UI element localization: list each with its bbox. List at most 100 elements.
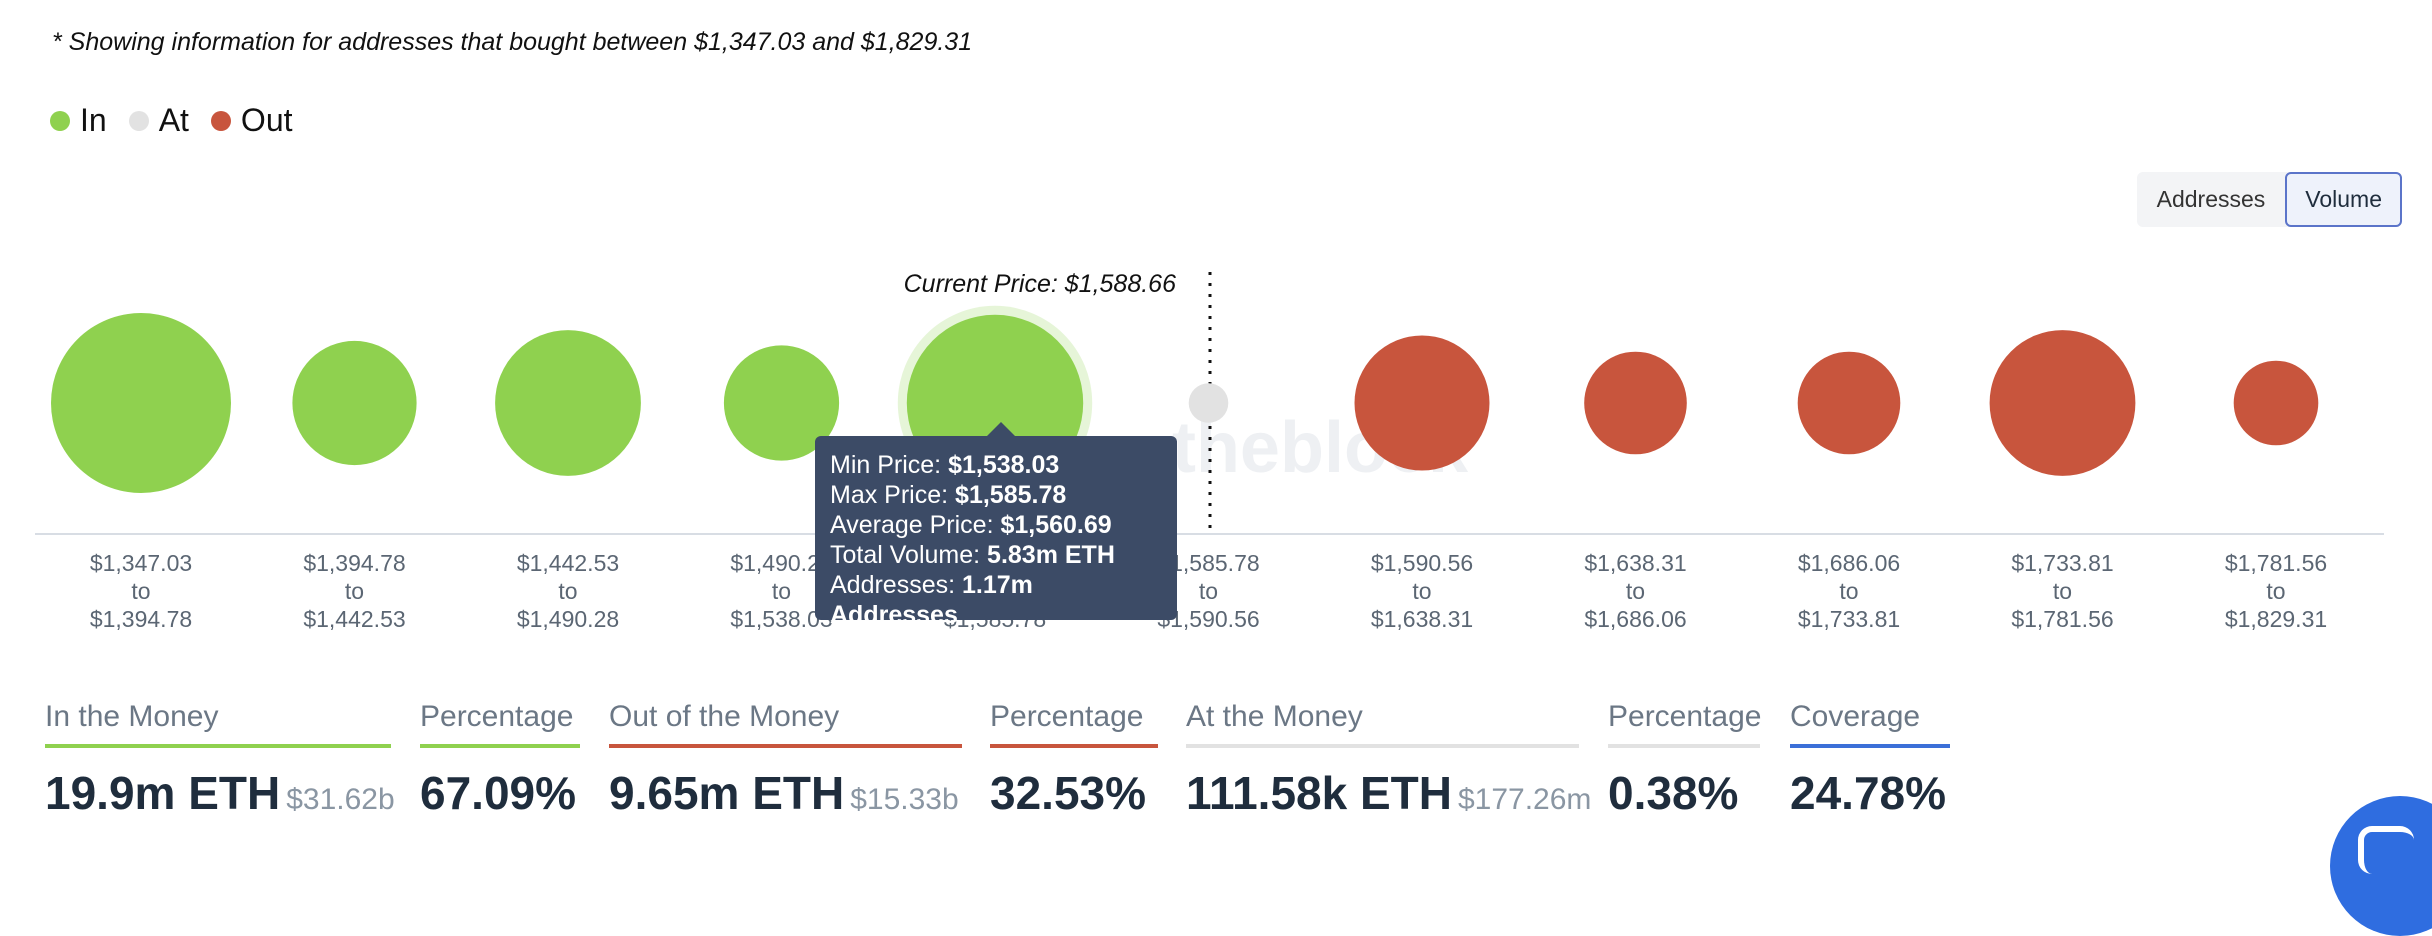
stats-row: In the Money 19.9m ETH $31.62b Percentage… (0, 700, 2432, 871)
stat-out-pct-bar (990, 744, 1158, 748)
x-label: $1,686.06 (1584, 606, 1686, 632)
bubble-in[interactable] (723, 345, 840, 461)
legend: In At Out (50, 102, 303, 139)
stat-out-amount: 9.65m ETH (609, 767, 845, 819)
tooltip-addr-value: 1.17m Addresses (830, 571, 1033, 629)
bubble-out[interactable] (1584, 351, 1687, 455)
x-label: to (1626, 578, 1645, 604)
tooltip-vol-label: Total Volume: (830, 541, 981, 569)
tooltip-min-value: $1,538.03 (948, 451, 1060, 479)
stat-in-value: 19.9m ETH $31.62b (45, 766, 395, 820)
x-label: $1,781.56 (2011, 606, 2113, 632)
x-label: $1,733.81 (1798, 606, 1900, 632)
tooltip-addr-label: Addresses: (830, 571, 956, 599)
stat-at-label: At the Money (1186, 700, 1363, 733)
legend-item-out[interactable]: Out (210, 102, 293, 139)
tooltip-max-value: $1,585.78 (955, 481, 1067, 509)
legend-label-at: At (158, 102, 189, 138)
tooltip: Min Price: $1,538.03 Max Price: $1,585.7… (815, 422, 1177, 629)
stat-out-value: 9.65m ETH $15.33b (609, 766, 962, 820)
range-note: * Showing information for addresses that… (52, 28, 973, 56)
x-label: $1,442.53 (517, 550, 619, 576)
bubble-out[interactable] (1354, 335, 1490, 471)
x-label: $1,781.56 (2225, 550, 2327, 576)
legend-dot-in (50, 110, 70, 131)
stat-in-usd: $31.62b (286, 783, 395, 816)
stat-at-value: 111.58k ETH $177.26m (1186, 766, 1591, 820)
stat-out-pct-label: Percentage (990, 700, 1144, 733)
x-label: $1,394.78 (303, 550, 405, 576)
stat-in-bar (45, 744, 391, 748)
x-label: $1,394.78 (90, 606, 192, 632)
x-label: to (131, 578, 150, 604)
bubble-out[interactable] (2233, 360, 2319, 446)
bubble-in[interactable] (292, 340, 417, 466)
bubble-chart: theblock Current Price: $1,588.66 $1,347… (35, 270, 2384, 632)
stat-coverage-bar (1790, 744, 1950, 748)
legend-dot-out (210, 110, 231, 131)
tooltip-avg-value: $1,560.69 (1000, 511, 1112, 539)
stat-in-the-money: In the Money 19.9m ETH $31.62b (45, 700, 395, 820)
stat-coverage-label: Coverage (1790, 700, 1921, 733)
stat-out-percentage: Percentage 32.53% (990, 700, 1158, 820)
addresses-button[interactable]: Addresses (2156, 186, 2266, 212)
chat-icon (2358, 826, 2414, 874)
stat-at-bar (1186, 744, 1579, 748)
x-label: to (345, 578, 364, 604)
bubble-out[interactable] (1797, 351, 1901, 455)
stat-out-label: Out of the Money (609, 700, 840, 733)
view-toggle: Addresses Volume (2136, 172, 2402, 227)
bubble-in[interactable] (51, 313, 231, 493)
x-label: to (2053, 578, 2072, 604)
stat-out-usd: $15.33b (850, 783, 959, 816)
x-label: $1,733.81 (2011, 550, 2113, 576)
stat-in-pct-value: 67.09% (420, 767, 577, 819)
stat-at-pct-label: Percentage (1608, 700, 1762, 733)
bubble-at[interactable] (1188, 383, 1229, 423)
bubble-out[interactable] (1989, 330, 2136, 476)
current-price-label: Current Price: $1,588.66 (904, 270, 1176, 298)
stat-at-amount: 111.58k ETH (1186, 767, 1452, 819)
x-label: $1,638.31 (1584, 550, 1686, 576)
stat-at-usd: $177.26m (1457, 783, 1592, 816)
x-label: to (558, 578, 577, 604)
legend-dot-at (128, 110, 149, 131)
legend-item-at[interactable]: At (128, 102, 189, 139)
stat-coverage: Coverage 24.78% (1790, 700, 1950, 820)
x-label: $1,590.56 (1371, 550, 1473, 576)
stat-in-label: In the Money (45, 700, 219, 733)
x-label: $1,347.03 (90, 550, 192, 576)
tooltip-max-label: Max Price: (830, 481, 949, 509)
bubble-in[interactable] (495, 330, 641, 476)
x-label: to (1412, 578, 1431, 604)
stat-at-pct-value: 0.38% (1608, 767, 1739, 819)
legend-label-out: Out (240, 102, 293, 138)
x-labels-group: $1,347.03to$1,394.78$1,394.78to$1,442.53… (90, 550, 2327, 632)
stat-in-pct-label: Percentage (420, 700, 574, 733)
tooltip-min-label: Min Price: (830, 451, 942, 479)
tooltip-avg-label: Average Price: (830, 511, 994, 539)
stat-in-percentage: Percentage 67.09% (420, 700, 580, 820)
stat-at-percentage: Percentage 0.38% (1608, 700, 1762, 820)
x-label: $1,686.06 (1798, 550, 1900, 576)
stat-out-of-the-money: Out of the Money 9.65m ETH $15.33b (609, 700, 962, 820)
stat-coverage-value: 24.78% (1790, 767, 1947, 819)
x-label: $1,442.53 (303, 606, 405, 632)
stat-out-bar (609, 744, 962, 748)
stat-out-pct-value: 32.53% (990, 767, 1147, 819)
tooltip-vol-value: 5.83m ETH (987, 541, 1115, 569)
x-label: to (2266, 578, 2285, 604)
x-label: $1,490.28 (517, 606, 619, 632)
legend-label-in: In (80, 102, 107, 138)
stat-in-amount: 19.9m ETH (45, 767, 281, 819)
x-label: $1,638.31 (1371, 606, 1473, 632)
stat-in-pct-bar (420, 744, 580, 748)
legend-item-in[interactable]: In (50, 102, 107, 139)
x-label: to (1199, 578, 1218, 604)
x-label: $1,829.31 (2225, 606, 2327, 632)
stat-at-the-money: At the Money 111.58k ETH $177.26m (1186, 700, 1591, 820)
x-label: to (772, 578, 791, 604)
x-label: to (1839, 578, 1858, 604)
volume-button[interactable]: Volume (2285, 172, 2402, 227)
stat-at-pct-bar (1608, 744, 1760, 748)
